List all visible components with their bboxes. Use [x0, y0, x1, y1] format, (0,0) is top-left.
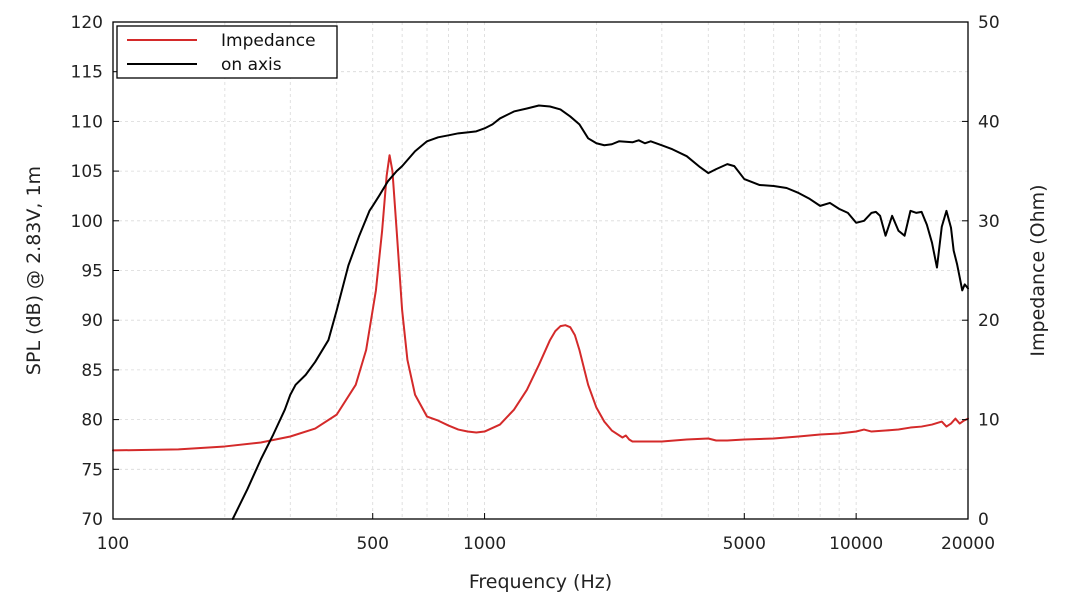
- left-tick-label: 105: [71, 162, 103, 182]
- legend: Impedance on axis: [116, 25, 338, 79]
- left-axis-ticks: 70 75 80 85 90 95 100 105 110 115 120: [71, 13, 119, 530]
- left-axis-label: SPL (dB) @ 2.83V, 1m: [23, 166, 45, 375]
- x-axis-ticks: 100 500 1000 5000 10000 20000: [97, 513, 995, 554]
- left-tick-label: 95: [81, 262, 103, 282]
- grid-lines: [113, 22, 968, 519]
- right-axis-ticks: 0 10 20 30 40 50: [962, 13, 1000, 530]
- right-tick-label: 30: [978, 212, 1000, 232]
- right-tick-label: 0: [978, 510, 989, 530]
- x-tick-label: 100: [97, 534, 129, 554]
- left-tick-label: 80: [81, 411, 103, 431]
- x-tick-label: 10000: [829, 534, 883, 554]
- left-tick-label: 75: [81, 460, 103, 480]
- x-tick-label: 1000: [463, 534, 506, 554]
- x-tick-label: 5000: [723, 534, 766, 554]
- left-tick-label: 120: [71, 13, 103, 33]
- left-tick-label: 115: [71, 63, 103, 83]
- left-tick-label: 85: [81, 361, 103, 381]
- right-tick-label: 20: [978, 311, 1000, 331]
- right-axis-label: Impedance (Ohm): [1027, 184, 1049, 356]
- left-tick-label: 110: [71, 112, 103, 132]
- right-tick-label: 40: [978, 112, 1000, 132]
- right-tick-label: 10: [978, 411, 1000, 431]
- legend-label-on-axis: on axis: [221, 55, 282, 75]
- legend-label-impedance: Impedance: [221, 31, 316, 51]
- x-axis-label: Frequency (Hz): [469, 571, 612, 593]
- legend-box: [116, 25, 338, 79]
- right-tick-label: 50: [978, 13, 1000, 33]
- series-line-impedance: [112, 154, 969, 452]
- x-tick-label: 20000: [941, 534, 995, 554]
- series-line-on-axis: [231, 104, 969, 520]
- x-tick-label: 500: [356, 534, 388, 554]
- left-tick-label: 90: [81, 311, 103, 331]
- left-tick-label: 70: [81, 510, 103, 530]
- series-layer: [112, 104, 969, 520]
- left-tick-label: 100: [71, 212, 103, 232]
